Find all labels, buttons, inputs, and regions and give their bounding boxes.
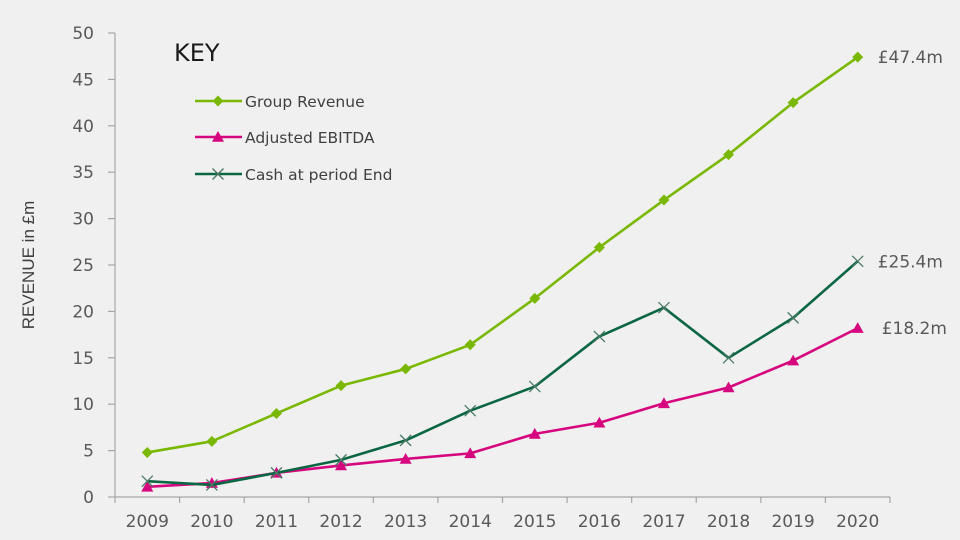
- y-tick-label: 0: [83, 488, 94, 508]
- legend-label: Group Revenue: [245, 93, 365, 111]
- legend-item: Cash at period End: [195, 166, 392, 184]
- legend-marker: [212, 131, 224, 142]
- data-point: [851, 255, 864, 268]
- x-marker-stroke: [205, 478, 218, 491]
- data-point: [400, 363, 412, 375]
- y-tick-label: 50: [72, 24, 94, 44]
- x-tick-label: 2019: [771, 512, 814, 532]
- data-point: [464, 404, 477, 417]
- data-point: [851, 322, 864, 333]
- data-point: [335, 453, 348, 466]
- x-tick-label: 2015: [513, 512, 556, 532]
- y-tick-label: 35: [72, 163, 94, 183]
- data-point: [593, 241, 605, 253]
- legend-item: Group Revenue: [195, 93, 365, 111]
- data-point: [529, 292, 541, 304]
- x-marker-stroke: [141, 475, 154, 488]
- end-value-label: £18.2m: [882, 319, 947, 339]
- data-point: [528, 427, 541, 439]
- data-point: [722, 381, 735, 393]
- series-group-revenue: £47.4m: [141, 48, 943, 458]
- data-point: [787, 311, 800, 324]
- y-tick-label: 30: [72, 210, 94, 230]
- x-marker-stroke: [787, 311, 800, 324]
- x-tick-label: 2013: [384, 512, 427, 532]
- data-point: [722, 351, 735, 364]
- end-value-label: £25.4m: [878, 252, 943, 272]
- x-marker-stroke: [212, 168, 224, 180]
- y-axis: 0 5 10 15 20 25 30 35 40 45 50: [72, 24, 116, 508]
- data-point: [335, 459, 348, 471]
- x-marker-stroke: [657, 301, 670, 314]
- x-marker-stroke: [722, 351, 735, 364]
- data-point: [528, 380, 541, 393]
- y-tick-label: 10: [72, 395, 94, 415]
- data-point: [657, 301, 670, 314]
- legend: KEY Group Revenue Adjusted EBITDA Cash at …: [174, 39, 392, 184]
- x-tick-label: 2009: [126, 512, 169, 532]
- x-marker-stroke: [270, 466, 283, 479]
- x-tick-label: 2010: [190, 512, 233, 532]
- legend-label: Adjusted EBITDA: [245, 129, 375, 147]
- data-point: [657, 397, 670, 409]
- legend-marker: [212, 168, 224, 180]
- y-axis-label: REVENUE in £m: [19, 201, 38, 329]
- x-marker-stroke: [528, 380, 541, 393]
- y-tick-label: 25: [72, 256, 94, 276]
- series-layer: £47.4m £18.2m £25.4m: [141, 48, 947, 492]
- data-point: [593, 330, 606, 343]
- x-marker-stroke: [335, 453, 348, 466]
- x-marker-stroke: [851, 255, 864, 268]
- data-point: [464, 339, 476, 351]
- x-marker-stroke: [399, 434, 412, 447]
- x-tick-label: 2017: [642, 512, 685, 532]
- data-point: [593, 416, 606, 428]
- y-tick-label: 45: [72, 70, 94, 90]
- data-point: [141, 446, 153, 458]
- data-point: [464, 447, 477, 459]
- data-point: [658, 194, 670, 206]
- data-point: [723, 149, 735, 161]
- legend-item: Adjusted EBITDA: [195, 129, 375, 147]
- y-tick-label: 20: [72, 302, 94, 322]
- x-marker-stroke: [464, 404, 477, 417]
- data-point: [270, 407, 282, 419]
- x-tick-label: 2016: [578, 512, 621, 532]
- x-axis: 2009 2010 2011 2012 2013 2014 2015 2016 2017 2018…: [114, 496, 891, 532]
- legend-marker: [212, 95, 224, 107]
- data-point: [399, 452, 412, 464]
- data-point: [205, 478, 218, 491]
- data-point: [787, 354, 800, 366]
- data-point: [335, 380, 347, 392]
- data-point: [141, 475, 154, 488]
- data-point: [852, 51, 864, 63]
- x-tick-label: 2018: [707, 512, 750, 532]
- y-tick-label: 5: [83, 442, 94, 462]
- y-tick-label: 15: [72, 349, 94, 369]
- series-line: [147, 260, 859, 487]
- series-adjusted-ebitda: £18.2m: [141, 319, 947, 492]
- x-tick-label: 2012: [319, 512, 362, 532]
- data-point: [141, 480, 154, 492]
- series-line: [147, 56, 859, 454]
- legend-title: KEY: [174, 39, 220, 67]
- data-point: [787, 97, 799, 109]
- data-point: [270, 466, 283, 479]
- x-marker-stroke: [593, 330, 606, 343]
- end-value-label: £47.4m: [878, 48, 943, 68]
- series-cash-at-period-end: £25.4m: [141, 252, 943, 491]
- legend-label: Cash at period End: [245, 166, 392, 184]
- y-tick-label: 40: [72, 117, 94, 137]
- x-tick-label: 2020: [836, 512, 879, 532]
- x-tick-label: 2011: [255, 512, 298, 532]
- x-tick-label: 2014: [449, 512, 492, 532]
- series-line: [147, 326, 859, 489]
- data-point: [206, 435, 218, 447]
- data-point: [399, 434, 412, 447]
